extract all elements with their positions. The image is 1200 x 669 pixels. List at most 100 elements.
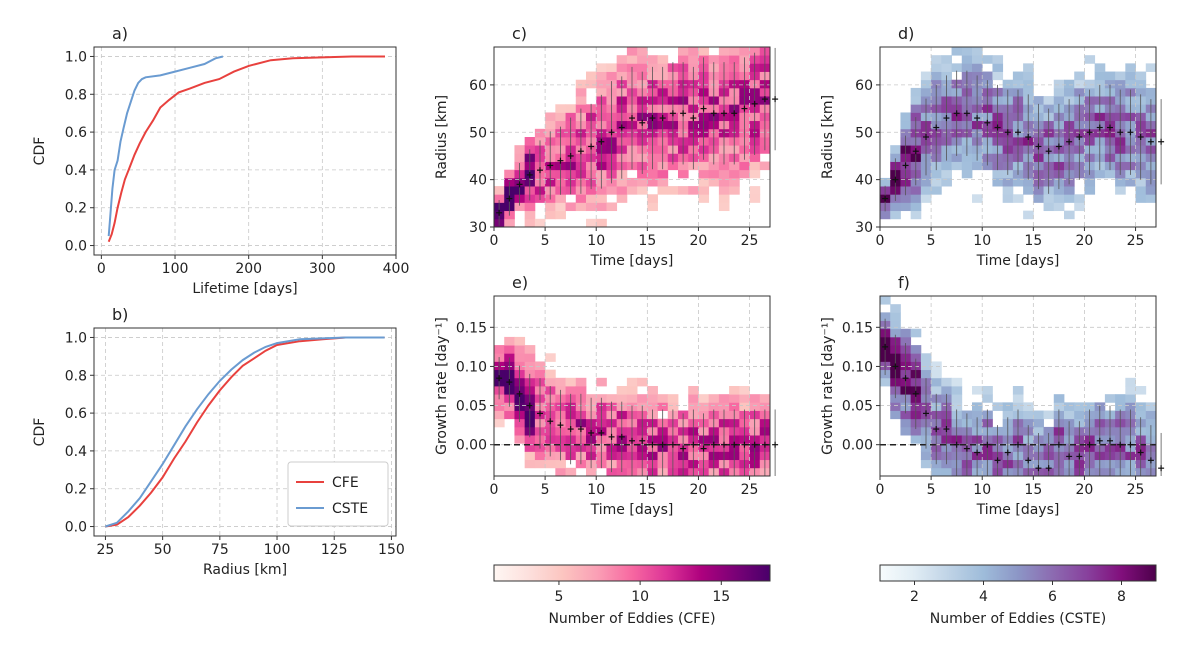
heatmap-cell (890, 153, 901, 162)
heatmap-cell (1033, 96, 1044, 105)
heatmap-cell (596, 186, 607, 195)
heatmap-cell (688, 55, 699, 64)
heatmap-cell (931, 55, 942, 64)
heatmap-cell (534, 369, 546, 379)
heatmap-cell (514, 426, 526, 436)
series-line-cste (107, 55, 224, 237)
heatmap-cell (982, 386, 993, 395)
heatmap-cell (951, 153, 963, 162)
heatmap-cell (637, 63, 648, 72)
heatmap-cell (514, 336, 526, 346)
heatmap-cell (494, 418, 505, 428)
heatmap-cell (890, 210, 901, 220)
heatmap-cell (698, 394, 710, 403)
heatmap-cell (1104, 79, 1116, 89)
heatmap-cell (524, 459, 536, 469)
heatmap-cell (920, 459, 932, 469)
heatmap-cell (1125, 402, 1136, 411)
heatmap-cell (1023, 402, 1034, 411)
y-axis-label: CDF (32, 137, 48, 166)
heatmap-cell (941, 161, 952, 171)
x-tick-label: 10 (973, 233, 991, 249)
heatmap-cell (626, 394, 638, 403)
heatmap-cell (514, 435, 526, 444)
heatmap-cell (565, 467, 577, 477)
heatmap-cell (729, 394, 740, 403)
heatmap-cell (524, 435, 536, 444)
heatmap-cell (1023, 418, 1034, 428)
heatmap-cell (1145, 402, 1157, 411)
heatmap-cell (688, 47, 699, 56)
colorbar-label: Number of Eddies (CSTE) (930, 611, 1106, 627)
heatmap-cell (1012, 386, 1024, 395)
y-tick-label: 60 (855, 78, 873, 94)
heatmap-cell (637, 47, 648, 56)
heatmap-cell (1012, 394, 1024, 403)
heatmap-cell (1084, 177, 1096, 187)
heatmap-cell (1125, 386, 1136, 395)
heatmap-cell (545, 112, 556, 122)
heatmap-cell (514, 145, 526, 154)
heatmap-cell (931, 79, 942, 89)
heatmap-cell (1115, 79, 1126, 89)
y-tick-label: 30 (855, 220, 873, 236)
heatmap-cell (900, 112, 912, 122)
y-axis-label: Growth rate [day⁻¹] (434, 317, 450, 455)
heatmap-cell (739, 161, 750, 171)
heatmap-cell (1023, 79, 1034, 89)
x-tick-label: 25 (741, 233, 759, 249)
heatmap-cell (514, 418, 526, 428)
heatmap-cell (1012, 402, 1024, 411)
legend-label-cfe: CFE (332, 475, 359, 491)
heatmap-cell (910, 435, 922, 444)
heatmap-cell (749, 153, 761, 162)
heatmap-cell (647, 169, 658, 179)
plot-frame (879, 295, 1157, 477)
heatmap-cell (626, 47, 638, 56)
heatmap-cell (1053, 194, 1065, 203)
heatmap-cell (1064, 79, 1075, 89)
heatmap-cell (596, 202, 607, 212)
heatmap-cell (1135, 386, 1147, 395)
heatmap-cell (514, 345, 526, 354)
heatmap-cell (534, 361, 546, 371)
heatmap-cell (920, 87, 932, 97)
heatmap-cell (647, 402, 658, 411)
colorbar-tick-label: 10 (631, 589, 649, 605)
heatmap-cell (688, 394, 699, 403)
heatmap-cell (941, 63, 952, 72)
heatmap-cell (524, 345, 536, 354)
heatmap-cell (1064, 402, 1075, 411)
colorbar-tick-label: 8 (1117, 589, 1126, 605)
plot-frame (879, 46, 1157, 228)
heatmap-cell (1084, 186, 1096, 195)
heatmap-cell (575, 79, 587, 89)
heatmap-cell (739, 47, 750, 56)
heatmap-cell (1043, 410, 1055, 420)
heatmap-cell (1064, 186, 1075, 195)
colorbar-tick-label: 15 (712, 589, 730, 605)
heatmap-cell (494, 345, 505, 354)
y-tick-label: 0.15 (842, 320, 873, 336)
heatmap-cell (900, 410, 912, 420)
heatmap-cell (1084, 79, 1096, 89)
colorbar-tick-label: 6 (1048, 589, 1057, 605)
heatmap-cell (992, 71, 1004, 81)
heatmap-cell (910, 112, 922, 122)
heatmap-cell (1053, 402, 1065, 411)
heatmap-cell (1023, 71, 1034, 81)
heatmap-cell (565, 112, 577, 122)
panel-d: 0 5 10 15 20 25 30 40 50 60 Time [days] Radius [km]… (820, 24, 1165, 269)
heatmap-cell (900, 328, 912, 338)
heatmap-cell (718, 161, 730, 171)
heatmap-cell (626, 177, 638, 187)
colorbar-cfe: 5 10 15 Number of Eddies (CFE) (493, 564, 771, 627)
heatmap-cell (1043, 194, 1055, 203)
x-tick-label: 25 (741, 482, 759, 498)
heatmap-cell (545, 353, 556, 362)
heatmap-cell (890, 402, 901, 411)
heatmap-cell (678, 186, 689, 195)
heatmap-cell (880, 210, 891, 220)
heatmap-cell (1002, 410, 1014, 420)
heatmap-cell (626, 377, 638, 387)
